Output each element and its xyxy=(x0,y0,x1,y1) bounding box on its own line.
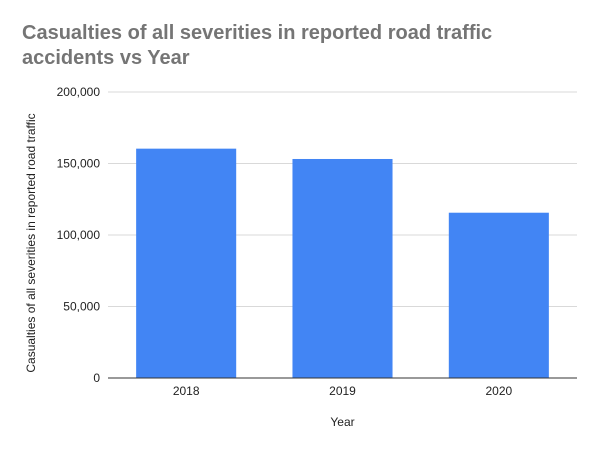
bar-2020 xyxy=(448,212,549,378)
bar-2019 xyxy=(292,158,393,378)
bar-2018 xyxy=(136,148,237,378)
bars xyxy=(136,148,549,378)
y-tick-label-4: 200,000 xyxy=(57,85,101,99)
x-axis-title: Year xyxy=(330,415,354,429)
tick-labels: 0 50,000 100,000 150,000 200,000 2018 2019 2020 xyxy=(57,85,513,398)
y-tick-label-2: 100,000 xyxy=(57,228,101,242)
x-tick-label-2020: 2020 xyxy=(485,384,512,398)
x-tick-label-2019: 2019 xyxy=(329,384,356,398)
y-tick-label-1: 50,000 xyxy=(63,300,100,314)
y-tick-label-3: 150,000 xyxy=(57,157,101,171)
y-tick-label-0: 0 xyxy=(93,371,100,385)
chart-title: Casualties of all severities in reported… xyxy=(22,22,493,69)
y-axis-title: Casualties of all severities in reported… xyxy=(24,113,38,372)
x-tick-label-2018: 2018 xyxy=(173,384,200,398)
